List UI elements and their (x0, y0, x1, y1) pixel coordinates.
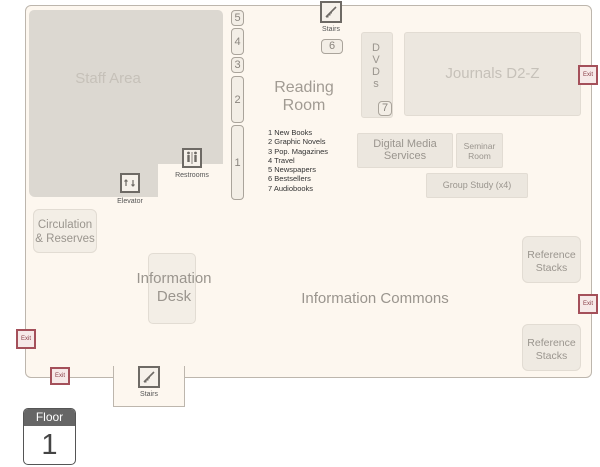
restrooms-label: Restrooms (175, 172, 209, 179)
shelf-5[interactable]: 5 (231, 10, 244, 26)
reference-stacks-upper[interactable] (522, 236, 581, 283)
floor-badge: Floor 1 (23, 408, 76, 465)
dvds-label: D V D s (366, 42, 386, 90)
digital-media-room[interactable] (357, 133, 453, 168)
reference-stacks-upper-label: Reference Stacks (522, 249, 581, 275)
exit-sign-west[interactable]: Exit (16, 329, 36, 349)
dvds-letter: s (373, 78, 379, 90)
legend-item: 4 Travel (268, 155, 295, 165)
stairs-icon[interactable] (320, 1, 342, 23)
digital-media-line1: Digital Media (373, 138, 437, 150)
legend-item: 6 Bestsellers (268, 174, 311, 184)
legend-item: 2 Graphic Novels (268, 137, 326, 147)
floor-badge-label: Floor (24, 409, 75, 426)
elevator-label: Elevator (117, 198, 143, 205)
shelf-4[interactable]: 4 (231, 28, 244, 55)
information-desk-label: Information Desk (120, 270, 228, 306)
information-commons-label: Information Commons (301, 290, 449, 307)
shelf-1[interactable]: 1 (231, 125, 244, 200)
digital-media-label: Digital Media Services (357, 138, 453, 162)
reference-stacks-line1: Reference (527, 337, 576, 349)
group-study-label: Group Study (x4) (442, 180, 512, 190)
reference-stacks-line2: Stacks (535, 350, 568, 362)
circulation-line2: & Reserves (35, 233, 95, 245)
shelf-6[interactable]: 6 (321, 39, 343, 54)
seminar-room[interactable] (456, 133, 503, 168)
exit-sign-east-upper[interactable]: Exit (578, 65, 598, 85)
group-study-room[interactable] (426, 173, 528, 198)
legend-item: 1 New Books (268, 128, 313, 137)
circulation-label: Circulation & Reserves (30, 218, 100, 246)
information-desk-line1: Information (136, 270, 212, 287)
reading-room-line2: Room (282, 97, 326, 115)
reference-stacks-lower-label: Reference Stacks (522, 337, 581, 363)
reference-stacks-line1: Reference (527, 249, 576, 261)
seminar-label: Seminar Room (456, 141, 503, 161)
dvds-letter: D (372, 42, 380, 54)
circulation-line1: Circulation (37, 219, 93, 231)
reference-stacks-lower[interactable] (522, 324, 581, 371)
digital-media-line2: Services (383, 150, 427, 162)
exit-sign-east-lower[interactable]: Exit (578, 294, 598, 314)
stairs-label-bottom: Stairs (140, 391, 158, 398)
seminar-line1: Seminar (463, 141, 496, 151)
stairs-label-top: Stairs (322, 26, 340, 33)
shelf-7[interactable]: 7 (378, 101, 392, 116)
journals-label: Journals D2-Z (445, 65, 540, 82)
staff-area-main (29, 10, 223, 164)
shelf-legend: 1 New Books 2 Graphic Novels 3 Pop. Maga… (268, 128, 328, 193)
exit-sign-south[interactable]: Exit (50, 367, 70, 385)
circulation-desk[interactable] (33, 209, 97, 253)
shelf-2[interactable]: 2 (231, 76, 244, 123)
restroom-icon[interactable] (182, 148, 202, 168)
legend-item: 7 Audiobooks (268, 183, 314, 193)
legend-item: 3 Pop. Magazines (268, 146, 329, 156)
legend-item: 5 Newspapers (268, 165, 316, 175)
seminar-line2: Room (468, 151, 491, 161)
information-desk-line2: Desk (156, 288, 192, 305)
floor-badge-number: 1 (41, 429, 58, 461)
staff-area-label: Staff Area (75, 70, 141, 87)
reading-room-label: Reading Room (262, 79, 346, 116)
stairs-icon[interactable] (138, 366, 160, 388)
reading-room-line1: Reading (274, 79, 334, 96)
reference-stacks-line2: Stacks (535, 262, 568, 274)
elevator-icon[interactable] (120, 173, 140, 193)
shelf-3[interactable]: 3 (231, 57, 244, 73)
dvds-letter: V (372, 54, 380, 66)
journals-area[interactable] (404, 32, 581, 116)
information-desk[interactable] (148, 253, 196, 324)
dvds-letter: D (372, 66, 380, 78)
